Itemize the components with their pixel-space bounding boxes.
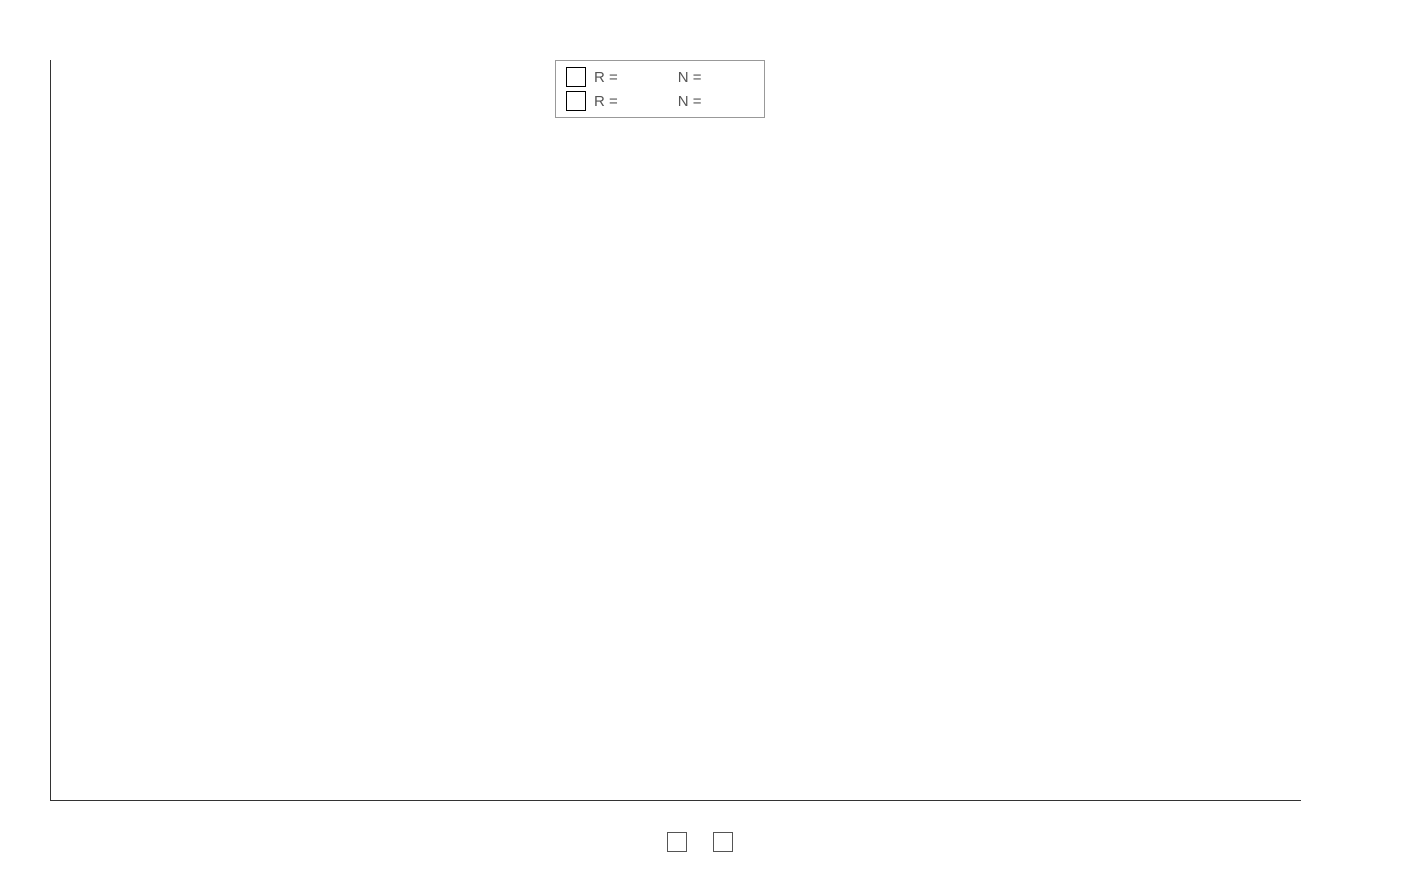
legend-stats-box: R = N = R = N = bbox=[555, 60, 765, 118]
stat-r-label: R = bbox=[594, 93, 618, 110]
swatch-germans bbox=[566, 67, 586, 87]
legend-item-germans bbox=[667, 832, 693, 852]
legend-stats-row-germans: R = N = bbox=[566, 65, 754, 89]
chart-container: R = N = R = N = bbox=[0, 0, 1406, 892]
stat-r-label: R = bbox=[594, 69, 618, 86]
swatch-indonesians bbox=[566, 91, 586, 111]
plot-area bbox=[50, 60, 1301, 801]
stat-n-label: N = bbox=[678, 69, 702, 86]
stat-n-label: N = bbox=[678, 93, 702, 110]
trend-lines bbox=[51, 60, 1301, 800]
swatch-germans-icon bbox=[667, 832, 687, 852]
legend-bottom bbox=[667, 832, 739, 852]
swatch-indonesians-icon bbox=[713, 832, 733, 852]
legend-item-indonesians bbox=[713, 832, 739, 852]
legend-stats-row-indonesians: R = N = bbox=[566, 89, 754, 113]
